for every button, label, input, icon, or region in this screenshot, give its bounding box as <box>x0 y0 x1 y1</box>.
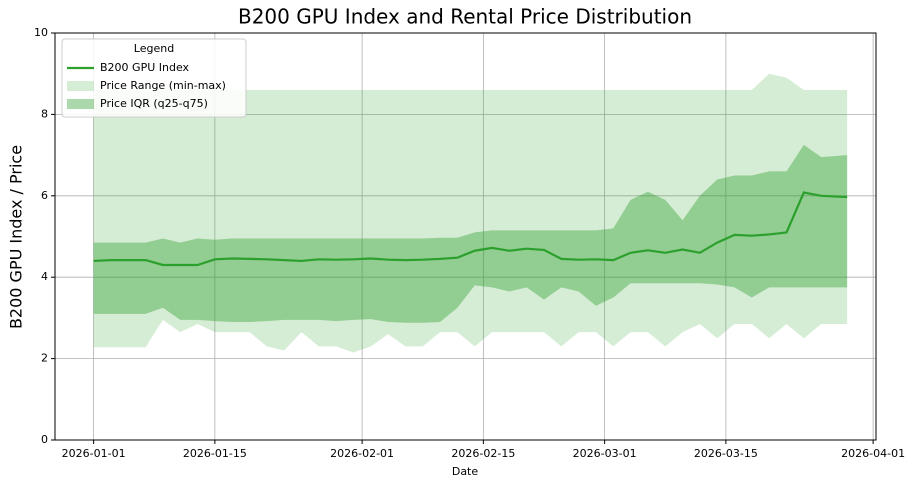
x-tick-label: 2026-04-01 <box>841 447 905 460</box>
y-tick-label: 6 <box>41 189 48 202</box>
x-tick-label: 2026-02-15 <box>451 447 515 460</box>
band-area <box>93 73 848 353</box>
legend-label: Price Range (min-max) <box>100 79 226 92</box>
x-axis-label: Date <box>452 465 479 478</box>
legend-title: Legend <box>134 42 174 55</box>
x-tick-label: 2026-01-01 <box>62 447 126 460</box>
legend-box <box>61 38 247 118</box>
legend-label: Price IQR (q25-q75) <box>100 97 208 110</box>
band-area <box>93 144 848 323</box>
legend: Legend B200 GPU Index Price Range (min-max… <box>61 38 247 118</box>
chart-title: B200 GPU Index and Rental Price Distribu… <box>238 5 692 29</box>
legend-label: B200 GPU Index <box>100 61 190 74</box>
index-line <box>93 191 848 267</box>
x-tick-label: 2026-02-01 <box>330 447 394 460</box>
x-tick-label: 2026-01-15 <box>183 447 247 460</box>
x-tick-label: 2026-03-01 <box>573 447 637 460</box>
y-tick-label: 2 <box>41 352 48 365</box>
y-tick-label: 4 <box>41 270 48 283</box>
y-tick-label: 10 <box>34 26 48 39</box>
y-axis-label: B200 GPU Index / Price <box>7 145 26 329</box>
y-tick-label: 0 <box>41 433 48 446</box>
x-tick-label: 2026-03-15 <box>694 447 758 460</box>
y-tick-label: 8 <box>41 107 48 120</box>
legend-swatch <box>67 81 94 91</box>
legend-swatch <box>67 99 94 109</box>
plot-frame <box>54 32 877 441</box>
